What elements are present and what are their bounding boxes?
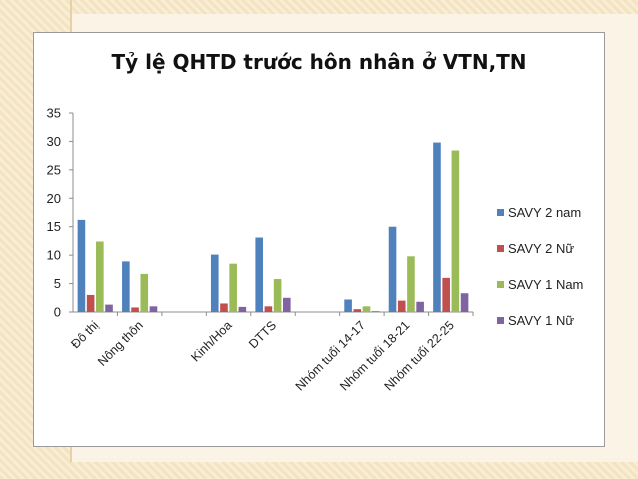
bar-savy-2-nam [388,226,397,312]
bar-savy-1-nam [362,306,371,312]
y-tick-label: 30 [47,134,61,149]
bar-savy-1-nam [96,241,104,312]
bar-savy-1-nam [140,273,149,312]
bar-savy-1-nam [273,279,282,312]
chart-frame [33,32,605,447]
bar-savy-1-nữ [460,293,469,312]
y-tick-label: 15 [47,219,61,234]
bar-savy-2-nam [122,261,130,312]
bar-savy-2-nam [77,219,86,312]
y-tick-label: 10 [47,248,61,263]
bar-savy-2-nữ [131,307,139,312]
bar-savy-2-nam [210,254,219,312]
y-tick-label: 20 [47,191,61,206]
bar-savy-2-nữ [86,294,95,312]
legend-swatch [497,281,504,288]
x-category-label: Nông thôn [95,318,146,369]
bar-savy-2-nữ [397,300,406,312]
bar-savy-1-nam [451,150,460,312]
x-category-label: Kinh/Hoa [188,318,234,364]
bar-savy-1-nữ [371,311,380,312]
bar-savy-2-nữ [264,306,273,312]
legend-entry-label: SAVY 2 Nữ [508,241,574,256]
bar-savy-2-nam [344,299,352,312]
bar-savy-2-nữ [442,277,450,312]
bar-savy-1-nữ [105,304,113,312]
bar-savy-1-nữ [283,297,291,312]
legend-swatch [497,317,504,324]
bar-savy-1-nam [407,256,415,312]
bar-savy-2-nam [255,237,263,312]
y-tick-label: 5 [54,276,61,291]
y-tick-label: 25 [47,162,61,177]
bar-savy-2-nữ [220,303,228,312]
bar-savy-2-nữ [353,309,362,312]
legend-swatch [497,209,504,216]
decorative-top-band [0,0,638,14]
x-category-label: DTTS [246,318,279,351]
x-category-label: Đô thị [68,318,101,351]
y-tick-label: 0 [54,305,61,320]
bar-savy-1-nam [229,263,237,312]
legend-entry-label: SAVY 1 Nam [508,277,583,292]
chart-title: Tỷ lệ QHTD trước hôn nhân ở VTN,TN [111,50,527,74]
legend-entry-label: SAVY 1 Nữ [508,313,574,328]
bar-savy-1-nữ [149,306,158,312]
bar-savy-2-nam [433,142,441,312]
legend-swatch [497,245,504,252]
bar-savy-1-nữ [416,301,424,312]
legend-entry-label: SAVY 2 nam [508,205,581,220]
bar-savy-1-nữ [238,306,247,312]
y-tick-label: 35 [47,106,61,121]
decorative-bottom-band [0,462,638,479]
